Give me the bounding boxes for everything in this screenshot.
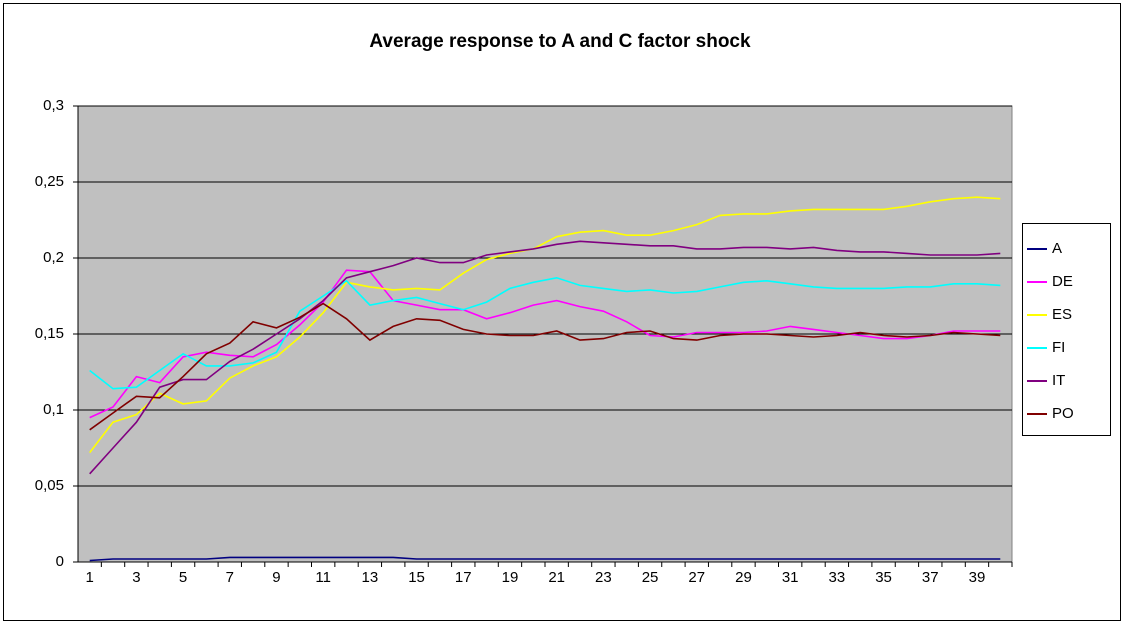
legend-label: PO xyxy=(1052,405,1074,422)
x-tick-label: 3 xyxy=(132,569,140,586)
x-tick-label: 29 xyxy=(735,569,752,586)
y-tick-label: 0,2 xyxy=(43,249,64,266)
y-tick-label: 0,3 xyxy=(43,97,64,114)
series-line xyxy=(89,302,1001,431)
legend xyxy=(1022,223,1111,436)
x-tick-label: 35 xyxy=(875,569,892,586)
x-tick-label: 39 xyxy=(969,569,986,586)
x-tick-label: 17 xyxy=(455,569,472,586)
x-tick-label: 13 xyxy=(362,569,379,586)
legend-label: IT xyxy=(1052,372,1065,389)
y-tick-label: 0,05 xyxy=(35,477,64,494)
legend-label: DE xyxy=(1052,273,1073,290)
x-tick-label: 1 xyxy=(86,569,94,586)
y-tick-label: 0 xyxy=(56,553,64,570)
legend-label: A xyxy=(1052,240,1062,257)
x-tick-label: 21 xyxy=(548,569,565,586)
x-tick-label: 11 xyxy=(315,569,331,586)
x-tick-label: 31 xyxy=(782,569,799,586)
y-tick-label: 0,25 xyxy=(35,173,64,190)
x-tick-label: 23 xyxy=(595,569,612,586)
x-tick-label: 5 xyxy=(179,569,187,586)
y-tick-label: 0,1 xyxy=(43,401,64,418)
x-tick-label: 25 xyxy=(642,569,659,586)
x-tick-label: 15 xyxy=(408,569,425,586)
legend-label: FI xyxy=(1052,339,1065,356)
x-tick-label: 27 xyxy=(688,569,705,586)
y-tick-label: 0,15 xyxy=(35,325,64,342)
x-tick-label: 9 xyxy=(272,569,280,586)
x-tick-label: 7 xyxy=(226,569,234,586)
x-tick-label: 37 xyxy=(922,569,939,586)
series-line xyxy=(89,240,1001,475)
x-tick-label: 33 xyxy=(829,569,846,586)
series-line xyxy=(89,556,1001,562)
legend-label: ES xyxy=(1052,306,1072,323)
x-tick-label: 19 xyxy=(502,569,519,586)
series-line xyxy=(89,196,1001,454)
chart-title: Average response to A and C factor shock xyxy=(369,31,751,52)
series-line xyxy=(89,276,1001,390)
